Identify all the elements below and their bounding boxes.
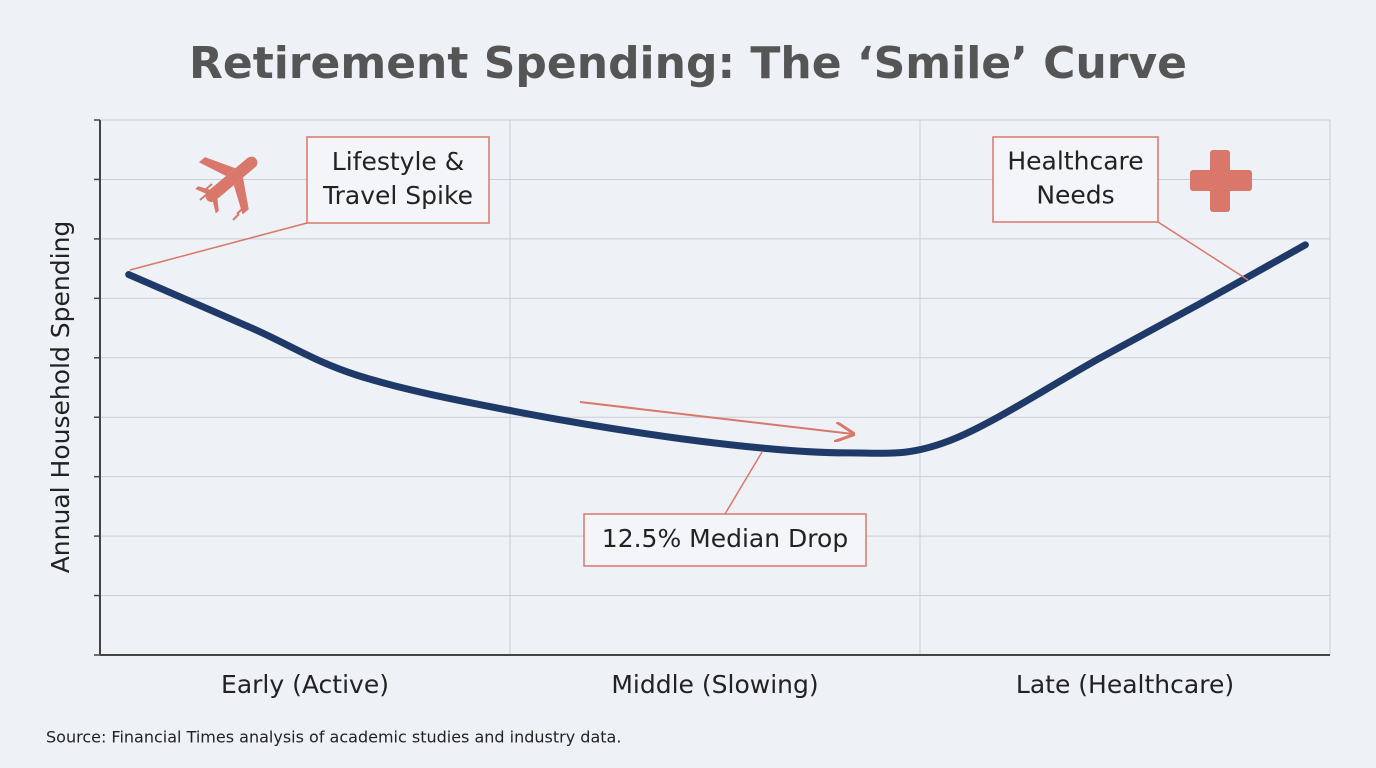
annotation-text: Needs bbox=[1036, 181, 1114, 210]
annotation-text: Lifestyle & bbox=[332, 147, 464, 176]
y-axis-label: Annual Household Spending bbox=[46, 221, 75, 574]
spending-curve bbox=[125, 241, 1309, 457]
annotation-box bbox=[992, 136, 1159, 223]
medical-cross-icon bbox=[1190, 150, 1252, 212]
trend-arrow bbox=[579, 401, 853, 434]
annotation-leader bbox=[129, 222, 308, 271]
chart-title: Retirement Spending: The ‘Smile’ Curve bbox=[189, 38, 1187, 89]
x-tick-label: Late (Healthcare) bbox=[1016, 670, 1234, 699]
annotation-text: Healthcare bbox=[1007, 147, 1143, 176]
annotation-text: 12.5% Median Drop bbox=[602, 524, 848, 553]
annotation-box bbox=[306, 136, 490, 224]
speed-lines bbox=[199, 183, 244, 221]
annotation-leader bbox=[1157, 221, 1249, 281]
x-tick-label: Early (Active) bbox=[221, 670, 389, 699]
annotation-box bbox=[583, 513, 867, 567]
source-note: Source: Financial Times analysis of acad… bbox=[46, 728, 621, 747]
annotation-text: Travel Spike bbox=[322, 181, 473, 210]
annotation-leader bbox=[724, 451, 763, 515]
plane-icon bbox=[195, 156, 258, 215]
x-tick-label: Middle (Slowing) bbox=[611, 670, 818, 699]
